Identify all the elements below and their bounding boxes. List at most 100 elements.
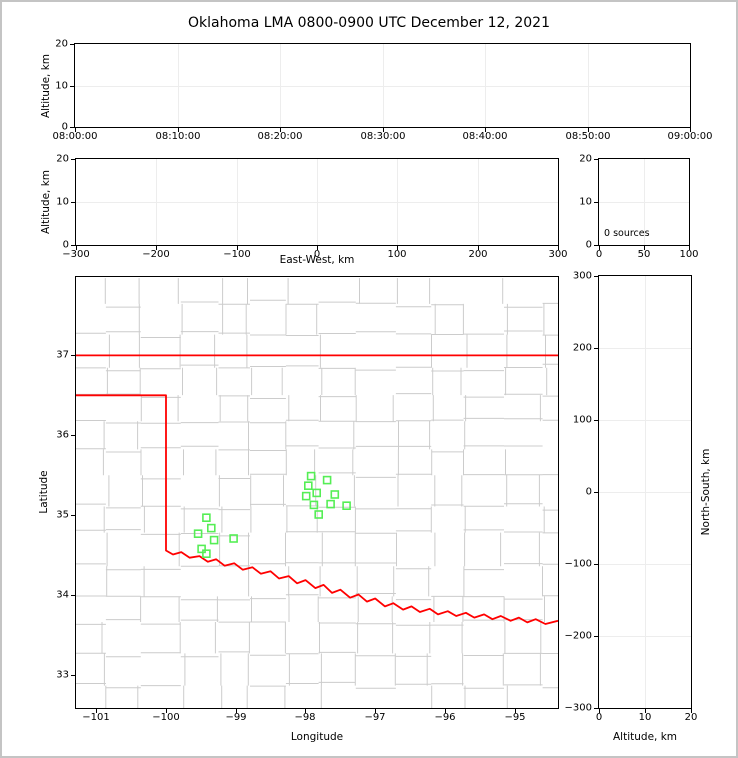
y-tick-mark <box>594 708 598 709</box>
x-tick-mark <box>236 709 237 713</box>
y-gridline <box>599 202 689 203</box>
x-tick-label: −101 <box>82 712 110 723</box>
x-tick-label: 100 <box>679 249 699 260</box>
y-tick-mark <box>70 86 74 87</box>
x-tick-mark <box>445 709 446 713</box>
y-tick-mark <box>70 127 74 128</box>
y-tick-label: 10 <box>579 196 592 208</box>
x-tick-mark <box>485 128 486 132</box>
y-gridline <box>75 86 690 87</box>
y-tick-label: 20 <box>579 153 592 165</box>
y-tick-label: −100 <box>564 558 592 570</box>
x-tick-mark <box>690 128 691 132</box>
y-tick-label: 36 <box>56 429 69 441</box>
y-axis-label-latitude: Latitude <box>38 470 50 514</box>
x-tick-label: −95 <box>504 712 526 723</box>
y-tick-label: 0 <box>61 121 68 133</box>
y-tick-mark <box>71 245 75 246</box>
lma-station-marker <box>202 549 211 559</box>
x-axis-label-longitude: Longitude <box>290 731 344 743</box>
x-tick-label: 09:00:00 <box>667 131 713 142</box>
lma-station-marker <box>207 523 216 533</box>
y-tick-label: 10 <box>56 196 69 208</box>
y-tick-mark <box>594 492 598 493</box>
y-tick-mark <box>594 564 598 565</box>
x-tick-mark <box>375 709 376 713</box>
x-tick-mark <box>645 709 646 713</box>
lma-station-marker <box>202 513 211 522</box>
x-tick-label: 10 <box>638 712 652 723</box>
panel-altitude-northsouth: 0 10 20 −300 −200 −100 0 100 200 300 <box>565 271 698 724</box>
x-tick-mark <box>96 709 97 713</box>
y-tick-mark <box>594 420 598 421</box>
y-tick-label: 0 <box>62 239 69 251</box>
x-tick-label: 0 <box>595 249 603 260</box>
y-gridline <box>599 420 691 421</box>
y-tick-mark <box>594 276 598 277</box>
x-tick-mark <box>558 246 559 250</box>
x-gridline <box>383 44 384 127</box>
x-tick-mark <box>76 246 77 250</box>
x-tick-mark <box>305 709 306 713</box>
x-tick-label: 08:40:00 <box>462 131 508 142</box>
y-tick-mark <box>71 515 75 516</box>
lma-station-marker <box>306 471 316 481</box>
y-axis-label-altitude-ew-panel: Altitude, km <box>40 169 52 235</box>
y-gridline <box>599 564 691 565</box>
x-tick-mark <box>237 246 238 250</box>
y-tick-label: 20 <box>55 38 68 50</box>
x-tick-label: 08:20:00 <box>257 131 303 142</box>
county-boundaries <box>76 278 558 708</box>
lma-station-marker <box>301 491 311 501</box>
figure-title: Oklahoma LMA 0800-0900 UTC December 12, … <box>188 15 550 31</box>
y-tick-label: 34 <box>56 589 69 601</box>
x-tick-mark <box>178 128 179 132</box>
y-tick-label: 0 <box>585 486 592 498</box>
x-tick-mark <box>156 246 157 250</box>
y-tick-label: 10 <box>55 80 68 92</box>
x-axis-label-east-west: East-West, km <box>279 254 355 266</box>
y-tick-label: −200 <box>564 630 592 642</box>
y-tick-mark <box>594 159 598 160</box>
x-tick-label: 100 <box>387 249 407 260</box>
x-tick-label: −100 <box>223 249 251 260</box>
lma-station-marker <box>304 481 313 490</box>
x-tick-mark <box>478 246 479 250</box>
y-tick-mark <box>71 355 75 356</box>
x-tick-mark <box>691 709 692 713</box>
x-gridline <box>588 44 589 127</box>
x-tick-label: 50 <box>637 249 651 260</box>
lma-station-marker <box>229 534 238 543</box>
x-tick-label: 08:50:00 <box>565 131 611 142</box>
x-tick-mark <box>515 709 516 713</box>
y-tick-mark <box>594 348 598 349</box>
x-tick-mark <box>588 128 589 132</box>
lma-station-marker <box>309 500 319 510</box>
panel-time-altitude: 08:00:00 08:10:00 08:20:00 08:30:00 08:40:00… <box>53 39 713 143</box>
lma-station-marker <box>342 501 351 510</box>
panel-map: −101 −100 −99 −98 −97 −96 −95 33 34 35 36 37 <box>56 276 559 723</box>
y-tick-mark <box>70 44 74 45</box>
panel-source-histogram: 0 50 100 0 10 20 <box>579 154 698 261</box>
y-tick-mark <box>71 595 75 596</box>
y-tick-label: 20 <box>56 153 69 165</box>
x-tick-label: −200 <box>142 249 170 260</box>
x-tick-label: 0 <box>595 712 603 723</box>
x-tick-label: 20 <box>684 712 698 723</box>
x-tick-label: 300 <box>548 249 568 260</box>
x-tick-label: 08:30:00 <box>360 131 406 142</box>
lma-station-marker <box>193 529 203 538</box>
y-tick-mark <box>71 435 75 436</box>
x-tick-mark <box>397 246 398 250</box>
lma-station-marker <box>326 499 335 509</box>
x-axis-label-altitude-ns-panel: Altitude, km <box>612 731 678 743</box>
x-tick-label: 08:10:00 <box>155 131 201 142</box>
lma-station-marker <box>330 490 340 499</box>
x-tick-label: −99 <box>225 712 247 723</box>
y-tick-mark <box>594 202 598 203</box>
y-tick-label: 35 <box>56 509 69 521</box>
y-tick-mark <box>594 636 598 637</box>
y-axis-label-altitude-time-panel: Altitude, km <box>40 53 52 119</box>
y-tick-label: 37 <box>56 349 69 361</box>
